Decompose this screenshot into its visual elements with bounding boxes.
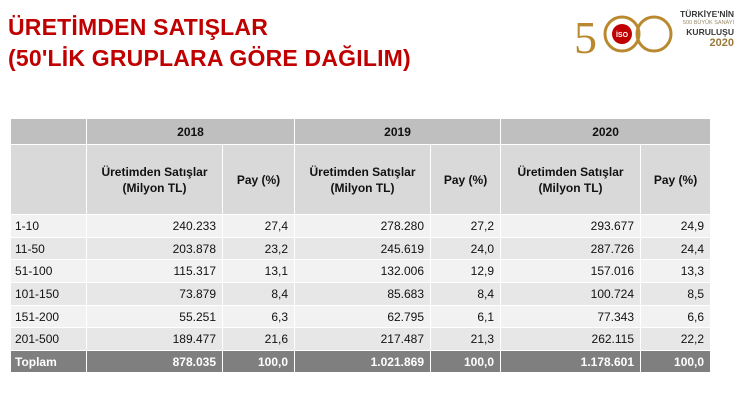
- year-header-row: 2018 2019 2020: [10, 118, 712, 145]
- sales-value: 189.477: [86, 327, 223, 352]
- group-label: 201-500: [10, 327, 87, 352]
- table-row: 201-500 189.477 21,6 217.487 21,3 262.115 22,2: [10, 327, 712, 352]
- sales-value: 55.251: [86, 304, 223, 329]
- sales-value: 157.016: [500, 259, 642, 284]
- sales-value: 115.317: [86, 259, 223, 284]
- sales-value: 287.726: [500, 236, 642, 261]
- sales-value: 132.006: [294, 259, 432, 284]
- share-value: 6,3: [221, 304, 296, 329]
- sales-value: 217.487: [294, 327, 432, 352]
- share-value: 21,6: [221, 327, 296, 352]
- share-value: 21,3: [430, 327, 502, 352]
- share-header: Pay (%): [640, 144, 712, 215]
- share-value: 100,0: [430, 350, 502, 374]
- share-value: 27,2: [430, 214, 502, 238]
- share-value: 24,0: [430, 236, 502, 261]
- sales-value: 878.035: [86, 350, 223, 374]
- sales-value: 100.724: [500, 282, 642, 306]
- group-header: [10, 144, 87, 215]
- sales-value: 1.021.869: [294, 350, 432, 374]
- group-label: 1-10: [10, 214, 87, 238]
- title-line-1: ÜRETİMDEN SATIŞLAR: [8, 14, 269, 40]
- share-value: 23,2: [221, 236, 296, 261]
- table-body: 1-10 240.233 27,4 278.280 27,2 293.677 24,9 11-…: [10, 214, 712, 374]
- sales-value: 77.343: [500, 304, 642, 329]
- sales-value: 85.683: [294, 282, 432, 306]
- logo-text: TÜRKİYE'NİN 500 BÜYÜK SANAYİ KURULUŞU 20…: [678, 9, 734, 49]
- sales-value: 203.878: [86, 236, 223, 261]
- logo-line-3: KURULUŞU: [686, 27, 734, 37]
- share-value: 8,4: [430, 282, 502, 306]
- sales-value: 245.619: [294, 236, 432, 261]
- group-label: 101-150: [10, 282, 87, 306]
- sales-header: Üretimden Satışlar (Milyon TL): [294, 144, 432, 215]
- share-value: 12,9: [430, 259, 502, 284]
- logo-number: 5: [574, 12, 597, 62]
- corner-cell: [10, 118, 87, 145]
- group-label: 151-200: [10, 304, 87, 329]
- share-value: 6,6: [640, 304, 712, 329]
- table-row: 11-50 203.878 23,2 245.619 24,0 287.726 24,4: [10, 236, 712, 261]
- total-row: Toplam 878.035 100,0 1.021.869 100,0 1.178.60…: [10, 350, 712, 374]
- logo-badge: İSO: [616, 31, 629, 39]
- title-line-2: (50'LİK GRUPLARA GÖRE DAĞILIM): [8, 45, 411, 71]
- year-header-2019: 2019: [294, 118, 502, 145]
- table-row: 151-200 55.251 6,3 62.795 6,1 77.343 6,6: [10, 304, 712, 329]
- table-row: 101-150 73.879 8,4 85.683 8,4 100.724 8,5: [10, 282, 712, 306]
- sales-header: Üretimden Satışlar (Milyon TL): [86, 144, 223, 215]
- share-value: 27,4: [221, 214, 296, 238]
- sales-value: 62.795: [294, 304, 432, 329]
- table-row: 1-10 240.233 27,4 278.280 27,2 293.677 24,9: [10, 214, 712, 238]
- sub-header-row: Üretimden Satışlar (Milyon TL) Pay (%) Ü…: [10, 144, 712, 215]
- share-value: 24,4: [640, 236, 712, 261]
- sales-value: 1.178.601: [500, 350, 642, 374]
- share-value: 100,0: [221, 350, 296, 374]
- group-label: Toplam: [10, 350, 87, 374]
- table-row: 51-100 115.317 13,1 132.006 12,9 157.016 13,3: [10, 259, 712, 284]
- sales-distribution-table: 2018 2019 2020 Üretimden Satışlar (Milyo…: [10, 118, 712, 374]
- share-value: 24,9: [640, 214, 712, 238]
- sales-value: 73.879: [86, 282, 223, 306]
- share-value: 13,3: [640, 259, 712, 284]
- sales-value: 240.233: [86, 214, 223, 238]
- logo-line-4: 2020: [709, 37, 734, 49]
- share-value: 8,5: [640, 282, 712, 306]
- iso-500-logo: 5 İSO TÜRKİYE'NİN 500 BÜYÜK SANAYİ KURUL…: [574, 4, 734, 64]
- group-label: 51-100: [10, 259, 87, 284]
- share-header: Pay (%): [221, 144, 296, 215]
- logo-500-graphic: 5 İSO: [574, 12, 673, 62]
- year-header-2020: 2020: [500, 118, 712, 145]
- share-value: 13,1: [221, 259, 296, 284]
- logo-line-1: TÜRKİYE'NİN: [680, 9, 734, 19]
- share-value: 6,1: [430, 304, 502, 329]
- share-header: Pay (%): [430, 144, 502, 215]
- sales-header: Üretimden Satışlar (Milyon TL): [500, 144, 642, 215]
- sales-value: 293.677: [500, 214, 642, 238]
- share-value: 100,0: [640, 350, 712, 374]
- sales-value: 262.115: [500, 327, 642, 352]
- slide-title: ÜRETİMDEN SATIŞLAR (50'LİK GRUPLARA GÖRE…: [8, 12, 411, 74]
- share-value: 8,4: [221, 282, 296, 306]
- year-header-2018: 2018: [85, 118, 296, 145]
- sales-value: 278.280: [294, 214, 432, 238]
- logo-line-2: 500 BÜYÜK SANAYİ: [683, 20, 734, 26]
- group-label: 11-50: [10, 236, 87, 261]
- share-value: 22,2: [640, 327, 712, 352]
